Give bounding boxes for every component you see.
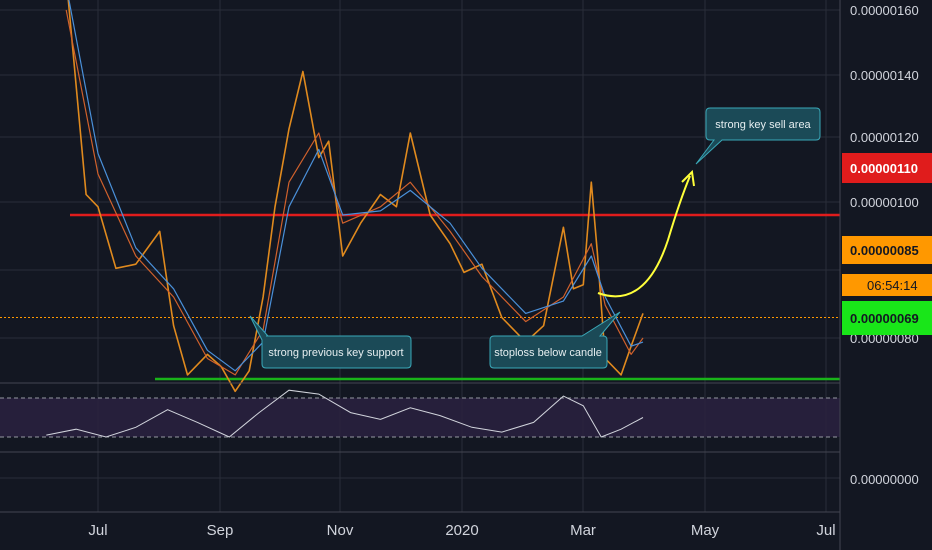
price-series-layer xyxy=(65,0,644,393)
price-line xyxy=(67,0,644,393)
time-tick: Jul xyxy=(816,522,835,539)
callout-support-text: strong previous key support xyxy=(268,347,403,359)
time-tick: May xyxy=(691,522,720,539)
countdown-badge-text: 06:54:14 xyxy=(867,278,918,293)
projection-arrow xyxy=(597,169,695,298)
callout-sell-text: strong key sell area xyxy=(715,119,811,131)
callout-stoploss: stoploss below candle xyxy=(489,311,621,369)
support-badge: 0.00000069 xyxy=(842,301,932,335)
time-tick: Jul xyxy=(88,522,107,539)
projection-arc xyxy=(597,175,691,298)
price-tick: 0.00000140 xyxy=(850,68,919,83)
time-tick: 2020 xyxy=(445,522,478,539)
ma-slow-line xyxy=(68,0,644,372)
lower-pane-axis-label: 0.00000000 xyxy=(850,472,919,487)
time-axis[interactable]: Jul Sep Nov 2020 Mar May Jul xyxy=(88,522,835,539)
support-badge-text: 0.00000069 xyxy=(850,311,919,326)
countdown-badge: 06:54:14 xyxy=(842,274,932,296)
ma-fast-line xyxy=(65,9,644,376)
callout-support: strong previous key support xyxy=(249,315,412,369)
current-price-badge-text: 0.00000085 xyxy=(850,243,919,258)
time-tick: Mar xyxy=(570,522,596,539)
rsi-line xyxy=(46,389,644,438)
rsi-pane xyxy=(0,389,840,438)
callout-sell-area: strong key sell area xyxy=(695,107,821,165)
resistance-badge-text: 0.00000110 xyxy=(850,161,918,176)
time-tick: Nov xyxy=(327,522,354,539)
rsi-band xyxy=(0,398,840,437)
price-tick: 0.00000100 xyxy=(850,195,919,210)
time-tick: Sep xyxy=(207,522,234,539)
current-price-badge: 0.00000085 xyxy=(842,236,932,264)
horizontal-levels xyxy=(0,213,840,381)
price-tick: 0.00000160 xyxy=(850,3,919,18)
callout-stoploss-text: stoploss below candle xyxy=(494,347,602,359)
resistance-badge: 0.00000110 xyxy=(842,153,932,183)
projection-arrowhead xyxy=(681,169,695,187)
price-tick: 0.00000120 xyxy=(850,130,919,145)
